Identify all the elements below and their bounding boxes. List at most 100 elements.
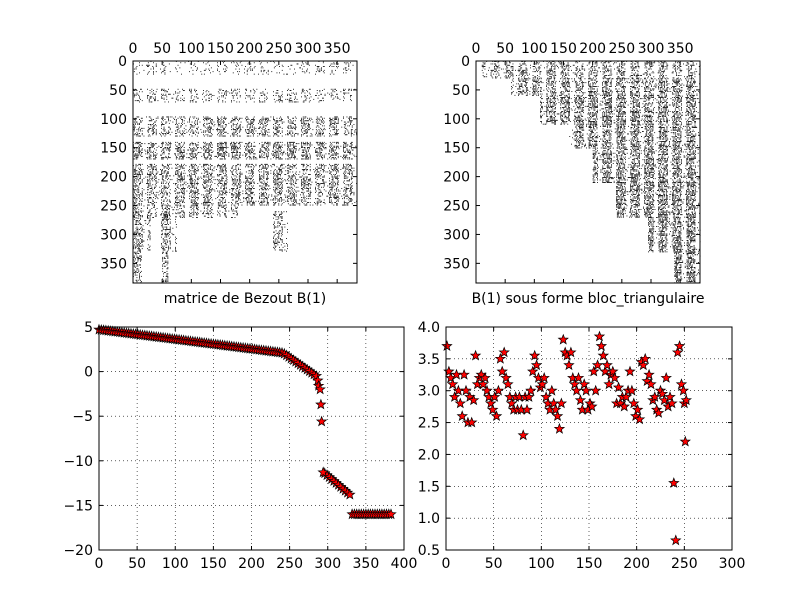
data-point [588,365,600,377]
data-point [485,397,497,409]
x-tick-label: 100 [528,556,555,572]
data-series [441,330,692,546]
y-tick-label: 0 [461,54,470,70]
data-point [563,359,575,371]
x-tick-label: 100 [178,41,205,57]
nonzero-block [133,163,357,206]
data-point [385,508,397,520]
data-point [555,397,568,409]
y-tick-label: 0 [84,365,93,381]
data-point [666,397,678,409]
y-tick-label: 50 [452,83,470,99]
data-point [500,372,512,383]
data-point [310,370,323,381]
x-tick-label: 300 [314,556,341,572]
data-point [467,394,480,406]
data-point [628,397,640,409]
x-tick-label: 200 [623,556,650,572]
data-point [498,346,510,358]
y-tick-label: 150 [100,141,127,157]
data-point [612,381,625,393]
data-point [589,384,602,396]
x-tick-label: 300 [719,556,746,572]
data-point [656,387,669,399]
data-point [649,391,661,402]
y-tick-label: 0 [118,54,127,70]
y-tick-label: 200 [100,170,127,186]
data-point [568,378,581,390]
y-tick-label: −15 [63,498,93,514]
x-tick-label: 50 [496,41,514,57]
y-tick-label: 100 [443,112,470,128]
y-tick-label: 350 [443,256,470,272]
y-tick-label: 100 [100,112,127,128]
data-point [652,406,665,418]
y-tick-label: 2.0 [418,447,440,463]
x-tick-label: 0 [95,556,104,572]
nonzero-block [133,205,238,218]
y-tick-label: −10 [63,454,93,470]
data-point [446,378,459,390]
data-point [458,368,470,380]
x-tick-label: 300 [638,41,665,57]
y-tick-label: 300 [100,227,127,243]
data-point [679,435,691,447]
nonzero-block [133,116,357,137]
x-tick-label: 250 [265,41,292,57]
x-tick-label: 200 [236,41,263,57]
data-point [639,352,651,364]
data-point [546,384,558,396]
y-tick-label: 250 [100,199,127,215]
data-point [572,371,585,383]
data-point [314,383,326,395]
x-tick-label: 50 [153,41,171,57]
nonzero-pattern [481,61,701,284]
y-tick-label: 3.5 [418,352,440,368]
data-point [456,410,468,421]
nonzero-block [511,78,700,96]
x-tick-label: 50 [128,556,146,572]
x-tick-label: 250 [276,556,303,572]
sparsity-plot-original: 0 50 100 150 200 250 300 3500501001502002503003… [100,41,358,307]
nonzero-block [133,251,142,284]
data-point [477,378,489,390]
y-tick-label: 250 [443,199,470,215]
data-point [637,359,650,371]
y-tick-label: 0.5 [418,543,440,559]
data-point [523,391,535,402]
data-point [570,384,583,396]
data-point [443,365,455,377]
data-point [549,403,562,415]
data-point [633,413,646,425]
nonzero-block [133,88,356,103]
x-tick-label: 400 [391,556,418,572]
data-point [448,391,461,402]
data-point [454,397,467,409]
x-tick-label: 100 [162,556,189,572]
data-point [620,391,632,402]
data-point [527,365,539,377]
data-point [668,477,680,488]
data-point [565,346,577,358]
data-point [344,488,356,500]
nonzero-block [161,211,177,252]
data-point [680,394,692,406]
data-point [553,422,566,434]
data-point [536,378,548,390]
data-point [528,349,541,361]
data-point [525,384,537,396]
x-tick-label: 150 [207,41,234,57]
data-point [538,371,550,383]
data-point [597,349,610,361]
nonzero-block [648,217,701,253]
x-tick-label: 50 [485,556,503,572]
sparsity-plot-block-triangular: 0 50 100 150 200 250 300 3500501001502002503003… [443,41,704,307]
x-tick-label: 0 [442,556,451,572]
data-point [521,403,533,415]
x-axis-label: matrice de Bezout B(1) [164,291,326,307]
scatter-plot-right: 0 50 100 150 200 250 300 0.5 1.0 1.5 2.0 2.5 3.0 3.5 4… [418,320,746,572]
nonzero-pattern [133,61,357,284]
data-point [479,371,491,383]
data-point [460,384,472,396]
plot-frame [475,60,701,284]
